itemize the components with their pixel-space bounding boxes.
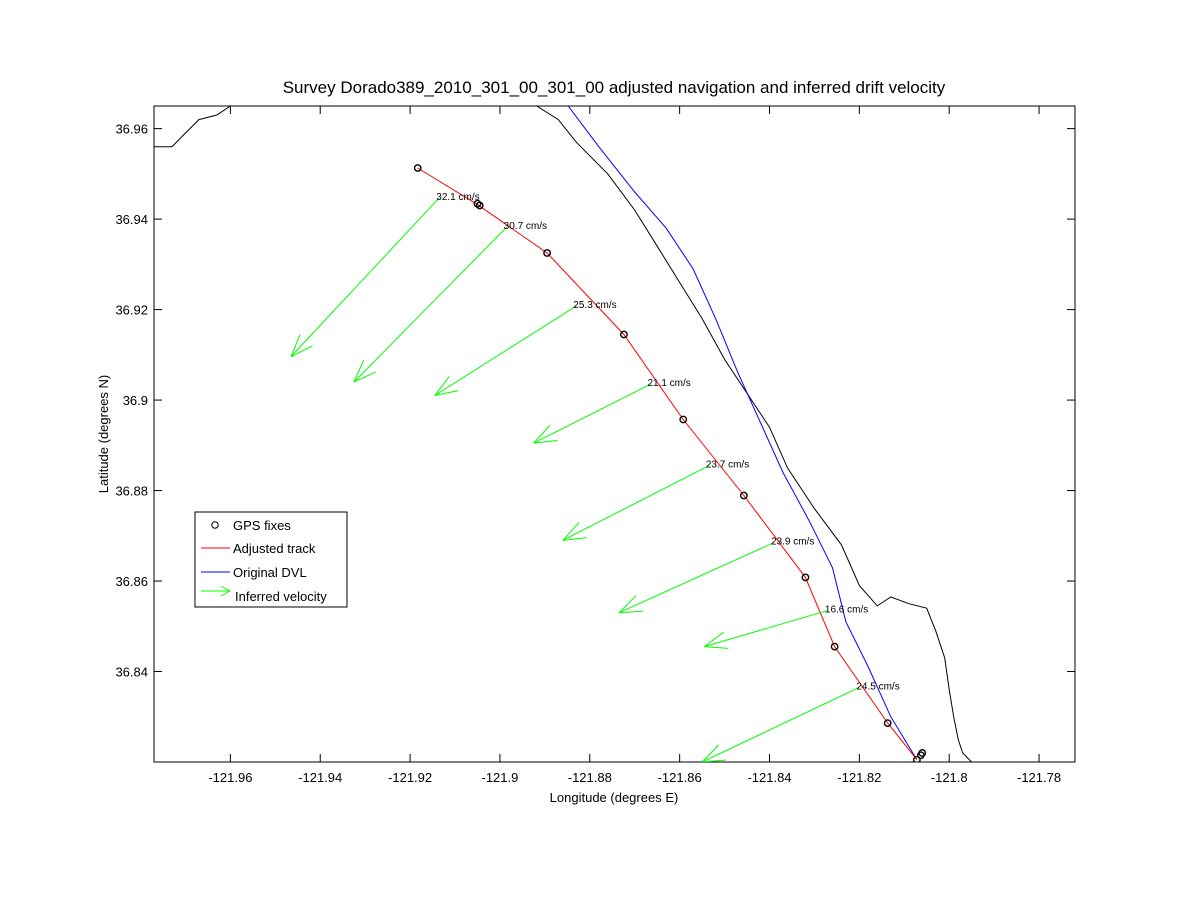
- velocity-arrow-shaft: [618, 542, 775, 614]
- x-tick-label: -121.92: [388, 770, 432, 785]
- velocity-arrow-shaft: [562, 465, 710, 541]
- velocity-arrow-shaft: [533, 383, 651, 444]
- velocity-arrow-head: [290, 334, 301, 357]
- x-tick-label: -121.9: [481, 770, 518, 785]
- velocity-arrow: [562, 465, 710, 541]
- gps-fix-marker: [679, 415, 688, 424]
- x-tick-label: -121.78: [1017, 770, 1061, 785]
- x-tick-label: -121.86: [658, 770, 702, 785]
- velocity-arrow-head: [353, 371, 376, 383]
- original-dvl-line: [567, 106, 918, 760]
- legend-inferred-velocity-arrow-icon: [201, 585, 231, 597]
- velocity-arrow-head: [562, 522, 580, 541]
- velocity-arrow-shaft: [701, 686, 860, 762]
- velocity-arrow-head: [434, 390, 459, 397]
- coastline-line: [536, 106, 973, 762]
- gps-fix-marker: [413, 164, 422, 172]
- y-tick-label: 36.96: [115, 122, 148, 137]
- x-tick-label: -121.8: [931, 770, 968, 785]
- gps-fix-marker: [883, 719, 892, 727]
- velocity-arrow-head: [353, 359, 365, 383]
- velocity-label: 23.7 cm/s: [706, 460, 749, 471]
- x-tick-label: -121.94: [298, 770, 342, 785]
- velocity-label: 24.5 cm/s: [856, 681, 899, 692]
- plot-area: [153, 105, 1076, 763]
- legend-adjusted-track-label: Adjusted track: [233, 541, 316, 556]
- velocity-arrow-head: [290, 345, 313, 358]
- gps-fix-marker: [917, 751, 925, 760]
- gps-fix-marker: [801, 573, 810, 582]
- velocity-arrow-head: [434, 376, 450, 396]
- gps-fix-marker: [543, 249, 552, 257]
- velocity-arrow-head: [533, 440, 558, 444]
- data-layer: 32.1 cm/s 30.7 cm/s 25.3 cm/s 21.1 cm/s 23.7…: [154, 106, 973, 762]
- velocity-arrow: [618, 542, 775, 614]
- y-tick-label: 36.86: [115, 574, 148, 589]
- legend-original-dvl-label: Original DVL: [233, 565, 307, 580]
- velocity-arrow: [701, 686, 860, 762]
- velocity-arrow-shaft: [704, 609, 829, 648]
- y-tick-label: 36.94: [115, 212, 148, 227]
- gps-fix-marker: [830, 642, 839, 651]
- y-tick-label: 36.92: [115, 303, 148, 318]
- y-tick-label: 36.84: [115, 665, 148, 680]
- velocity-arrow-head: [704, 646, 729, 649]
- y-tick-label: 36.88: [115, 484, 148, 499]
- velocity-arrow-shaft: [434, 305, 577, 396]
- x-tick-label: -121.82: [837, 770, 881, 785]
- velocity-arrow-head: [533, 425, 551, 444]
- velocity-arrow-shaft: [353, 226, 508, 383]
- legend-inferred-velocity-label: Inferred velocity: [235, 589, 327, 604]
- y-axis-label: Latitude (degrees N): [96, 375, 111, 494]
- gps-fix-marker: [912, 755, 921, 762]
- velocity-arrow: [434, 305, 577, 397]
- x-tick-label: -121.96: [208, 770, 252, 785]
- x-tick-label: -121.88: [568, 770, 612, 785]
- velocity-arrow-head: [618, 610, 643, 614]
- gps-fix-marker: [620, 330, 628, 339]
- velocity-label: 21.1 cm/s: [647, 378, 690, 389]
- velocity-arrow: [704, 609, 829, 649]
- gps-fix-marker: [739, 491, 748, 500]
- velocity-arrow-head: [702, 759, 727, 762]
- velocity-arrow-shaft: [290, 197, 440, 357]
- velocity-arrow-head: [618, 595, 637, 614]
- velocity-label: 32.1 cm/s: [436, 192, 479, 203]
- velocity-arrow: [353, 226, 508, 383]
- legend-gps-fixes-marker: [211, 521, 219, 529]
- velocity-arrow-head: [704, 631, 724, 648]
- legend-gps-fixes-label: GPS fixes: [233, 518, 291, 533]
- x-tick-label: -121.84: [747, 770, 791, 785]
- coastline-line: [154, 106, 235, 148]
- velocity-label: 30.7 cm/s: [504, 221, 547, 232]
- gps-fix-marker: [475, 201, 484, 210]
- y-tick-label: 36.9: [123, 393, 148, 408]
- velocity-label: 23.9 cm/s: [771, 537, 814, 548]
- legend: GPS fixes Adjusted track Original DVL In…: [194, 511, 348, 608]
- velocity-arrow: [290, 197, 440, 358]
- adjusted-track-line: [417, 167, 918, 761]
- velocity-label: 25.3 cm/s: [573, 300, 616, 311]
- x-axis-label: Longitude (degrees E): [550, 790, 679, 805]
- velocity-arrow-head: [562, 537, 587, 541]
- axis-layer: -121.96 -121.94 -121.92 -121.9 -121.88 -121.8…: [115, 106, 1075, 785]
- chart-title: Survey Dorado389_2010_301_00_301_00 adju…: [283, 78, 946, 97]
- velocity-label: 16.6 cm/s: [825, 604, 868, 615]
- velocity-arrow-head: [701, 744, 720, 762]
- velocity-arrow: [533, 383, 651, 444]
